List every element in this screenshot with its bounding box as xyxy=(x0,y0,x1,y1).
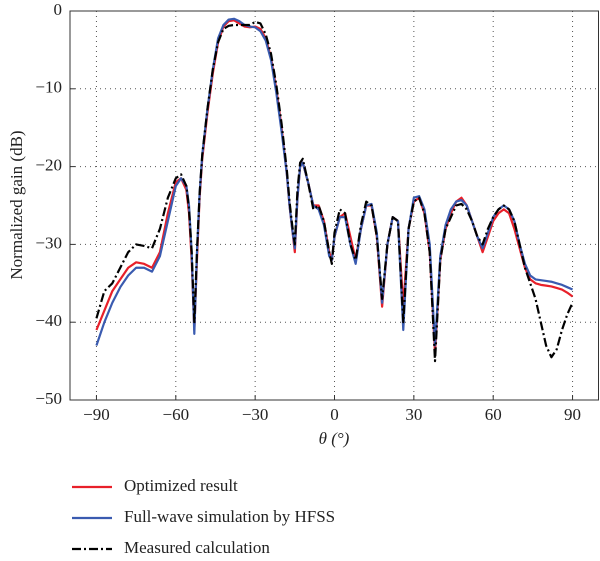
y-tick-label: 0 xyxy=(54,0,63,19)
x-tick-label: 90 xyxy=(564,405,581,424)
x-tick-label: −90 xyxy=(83,405,110,424)
legend-label: Full-wave simulation by HFSS xyxy=(124,507,335,526)
y-tick-label: −10 xyxy=(35,78,62,97)
y-tick-label: −20 xyxy=(35,156,62,175)
y-tick-label: −30 xyxy=(35,233,62,252)
legend-label: Measured calculation xyxy=(124,538,270,557)
x-tick-label: 30 xyxy=(405,405,422,424)
x-tick-label: 0 xyxy=(330,405,339,424)
x-tick-label: −30 xyxy=(242,405,269,424)
y-tick-label: −50 xyxy=(35,389,62,408)
x-axis-label: θ (°) xyxy=(319,429,350,448)
y-axis-label: Normalized gain (dB) xyxy=(7,130,26,279)
series-line xyxy=(95,20,574,363)
y-tick-label: −40 xyxy=(35,311,62,330)
x-tick-label: −60 xyxy=(163,405,190,424)
x-tick-label: 60 xyxy=(485,405,502,424)
plot-frame xyxy=(69,10,599,401)
legend-label: Optimized result xyxy=(124,476,238,495)
